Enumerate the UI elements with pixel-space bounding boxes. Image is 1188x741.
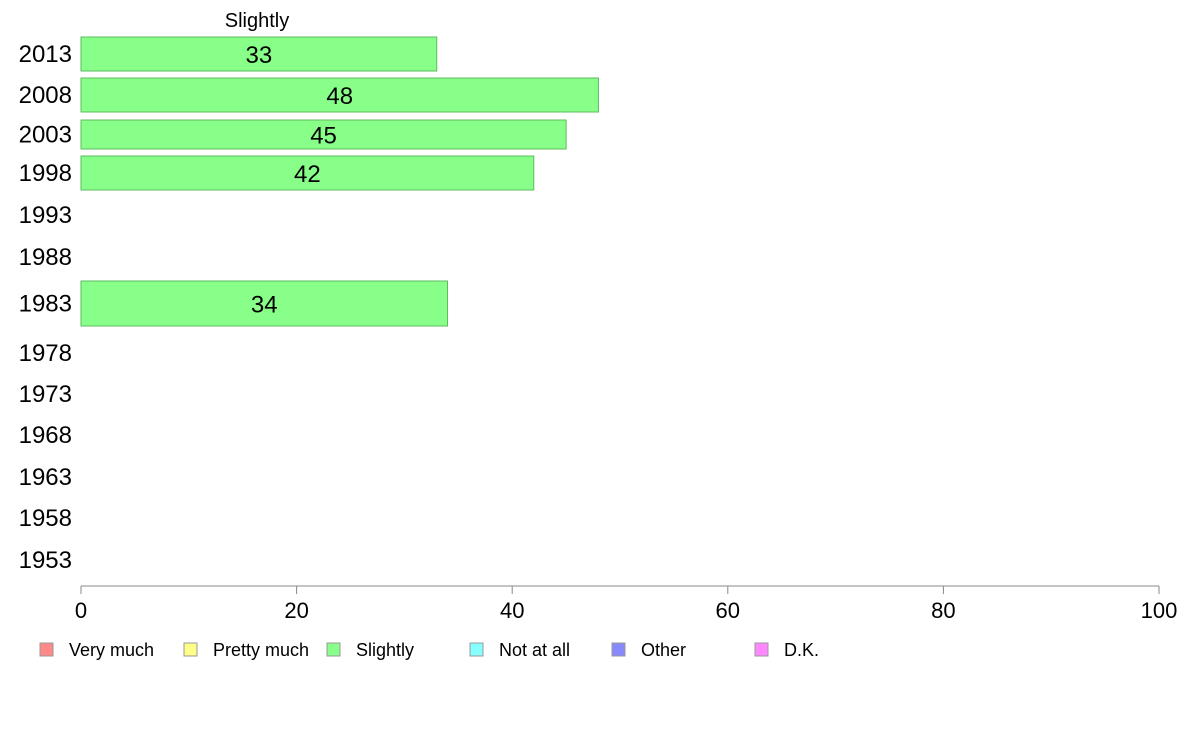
year-label: 1988: [19, 244, 72, 271]
legend-swatch: [754, 642, 769, 657]
year-label: 1993: [19, 202, 72, 229]
bar-value-label: 45: [310, 123, 337, 150]
x-tick-label: 40: [500, 598, 524, 623]
bar-2003: [80, 119, 567, 150]
bar-value-label: 48: [326, 83, 353, 110]
year-label: 1998: [19, 160, 72, 187]
bars-group: 33 48 45 42 34: [80, 36, 599, 327]
year-label: 1983: [19, 291, 72, 318]
bar-2008: [80, 77, 599, 113]
bar-1998: [80, 155, 535, 191]
year-label: 1953: [19, 547, 72, 574]
x-tick-label: 0: [75, 598, 87, 623]
legend-swatch: [326, 642, 341, 657]
year-label: 1958: [19, 505, 72, 532]
x-tick-label: 20: [284, 598, 308, 623]
legend-label: Very much: [69, 640, 154, 660]
legend: Very much Pretty much Slightly Not at all Ot…: [39, 640, 819, 660]
legend-swatch: [183, 642, 198, 657]
x-tick-label: 80: [931, 598, 955, 623]
year-axis-labels: 2013 2008 2003 1998 1993 1988 1983 1978 1973 1968…: [19, 41, 72, 574]
legend-label: D.K.: [784, 640, 819, 660]
bar-value-label: 42: [294, 161, 321, 188]
x-tick-label: 100: [1141, 598, 1178, 623]
bar-value-label: 33: [246, 42, 273, 69]
bar-2013: [80, 36, 438, 72]
legend-label: Pretty much: [213, 640, 309, 660]
legend-label: Slightly: [356, 640, 414, 660]
x-axis: 0 20 40 60 80 100: [75, 585, 1178, 623]
year-label: 1968: [19, 422, 72, 449]
year-label: 1963: [19, 464, 72, 491]
year-label: 1973: [19, 381, 72, 408]
legend-label: Other: [641, 640, 686, 660]
legend-swatch: [611, 642, 626, 657]
x-tick-label: 60: [716, 598, 740, 623]
legend-swatch: [469, 642, 484, 657]
year-label: 2008: [19, 82, 72, 109]
year-label: 2003: [19, 122, 72, 149]
bar-1983: [80, 280, 449, 327]
legend-swatch: [39, 642, 54, 657]
year-label: 2013: [19, 41, 72, 68]
legend-label: Not at all: [499, 640, 570, 660]
bar-value-label: 34: [251, 292, 278, 319]
year-label: 1978: [19, 340, 72, 367]
chart-title: Slightly: [225, 10, 289, 32]
